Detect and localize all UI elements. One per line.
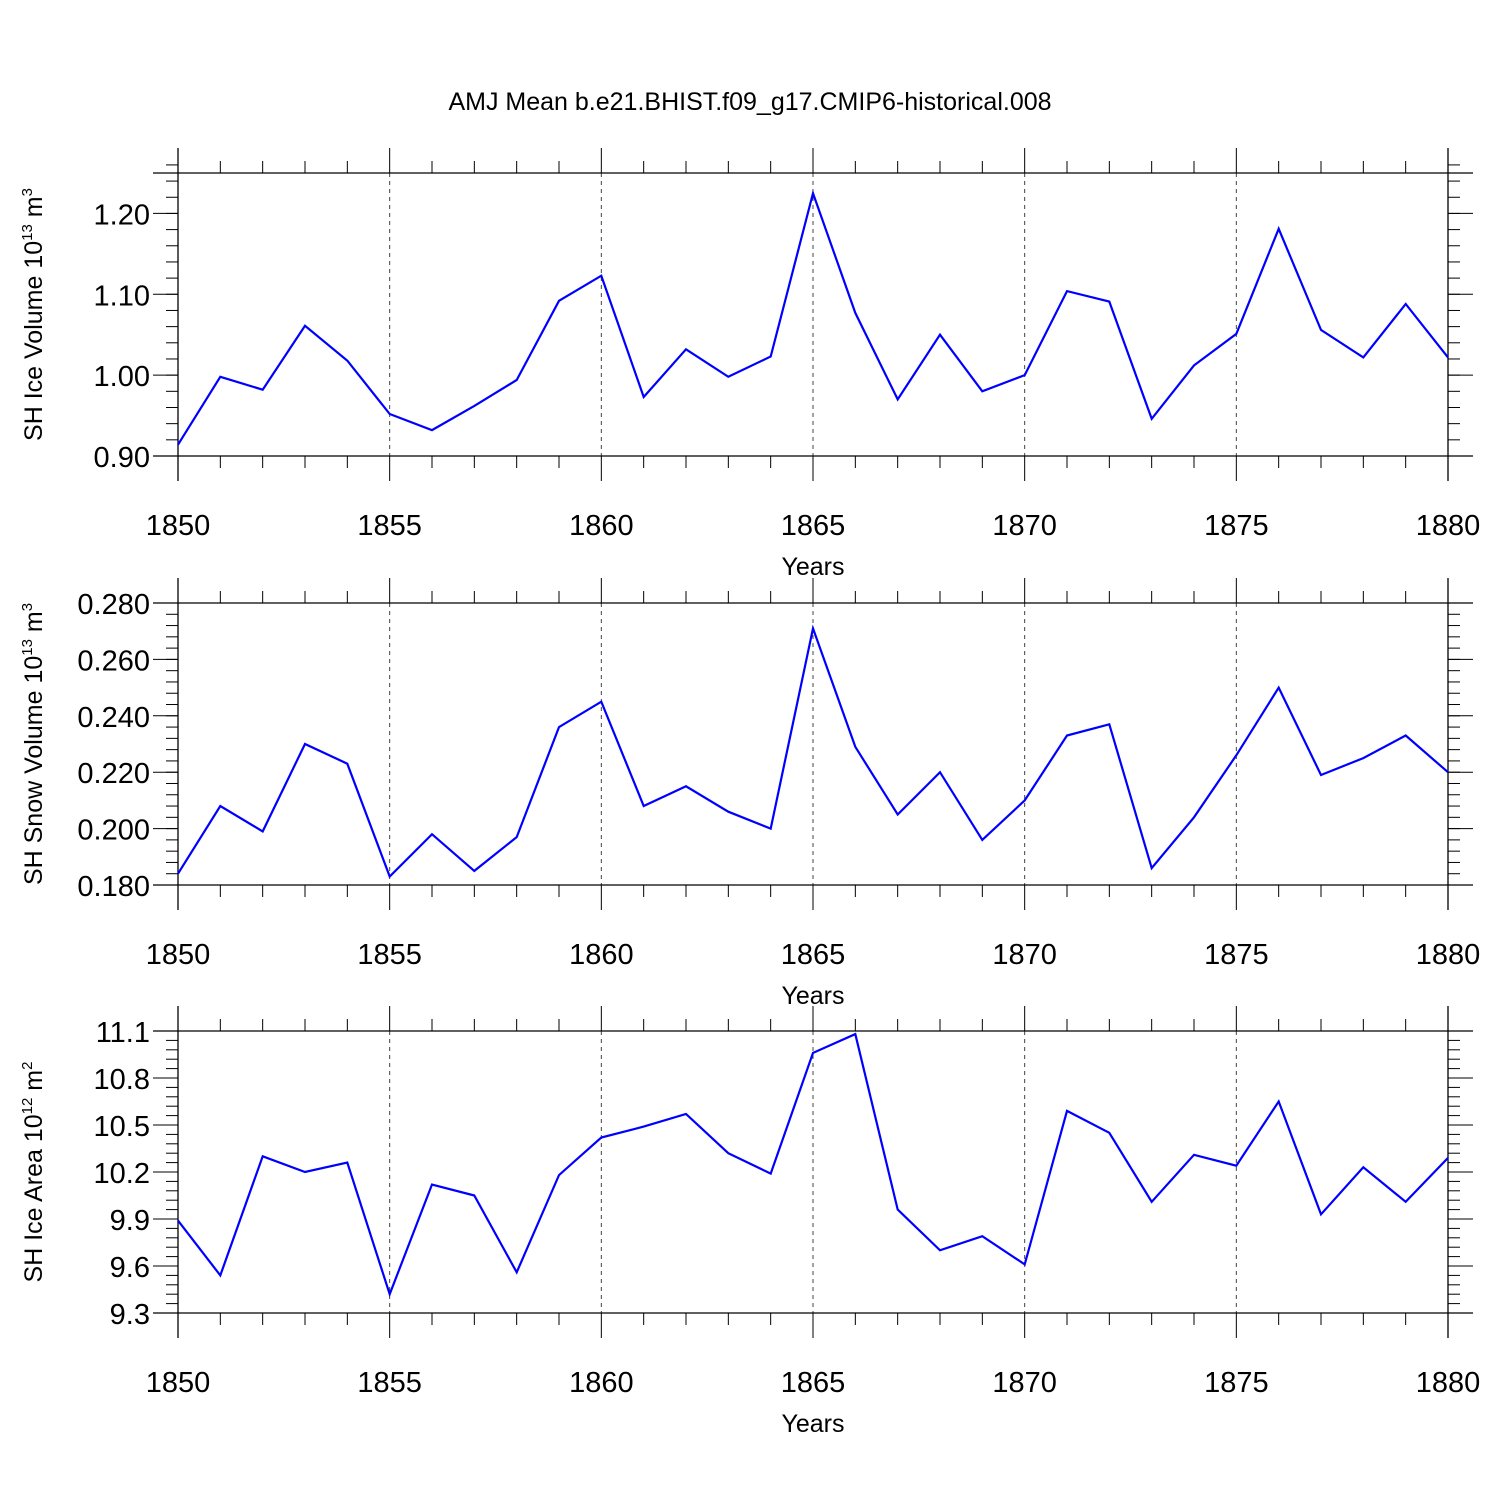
x-axis-title: Years bbox=[781, 1410, 844, 1438]
y-axis-title: SH Ice Volume 1013 m3 bbox=[19, 188, 48, 441]
x-tick-label: 1865 bbox=[781, 1367, 846, 1399]
y-tick-label: 0.90 bbox=[94, 442, 150, 474]
series-line bbox=[177, 1032, 1449, 1298]
x-tick-label: 1880 bbox=[1416, 1367, 1481, 1399]
y-tick-label: 1.20 bbox=[94, 199, 150, 231]
x-axis-title: Years bbox=[781, 553, 844, 581]
y-tick-label: 11.1 bbox=[96, 1017, 150, 1049]
x-tick-label: 1870 bbox=[992, 1367, 1057, 1399]
x-tick-label: 1850 bbox=[146, 510, 211, 542]
y-tick-label: 0.180 bbox=[77, 871, 150, 903]
panel-2: 1850 1855 1860 1865 1870 1875 1880 0.180 0.200 0.… bbox=[19, 578, 1480, 1010]
x-tick-label: 1855 bbox=[357, 510, 422, 542]
panel-3: 1850 1855 1860 1865 1870 1875 1880 9.3 9.6 9.9 10.… bbox=[19, 1006, 1480, 1438]
x-tick-label: 1860 bbox=[569, 1367, 634, 1399]
panels: 1850 1855 1860 1865 1870 1875 1880 0.90 1.00 1.10… bbox=[19, 148, 1480, 1438]
y-tick-label: 9.6 bbox=[110, 1252, 150, 1284]
y-tick-label: 0.260 bbox=[77, 645, 150, 677]
x-tick-label: 1855 bbox=[357, 1367, 422, 1399]
y-tick-label: 0.200 bbox=[77, 815, 150, 847]
x-tick-label: 1850 bbox=[146, 939, 211, 971]
y-axis-title: SH Ice Area 1012 m2 bbox=[19, 1062, 48, 1283]
x-tick-label: 1870 bbox=[992, 939, 1057, 971]
x-tick-label: 1870 bbox=[992, 510, 1057, 542]
x-tick-label: 1875 bbox=[1204, 939, 1269, 971]
x-tick-label: 1860 bbox=[569, 510, 634, 542]
y-tick-label: 1.10 bbox=[94, 280, 150, 312]
y-tick-label: 1.00 bbox=[94, 361, 150, 393]
x-tick-label: 1875 bbox=[1204, 1367, 1269, 1399]
x-tick-label: 1875 bbox=[1204, 510, 1269, 542]
x-tick-label: 1880 bbox=[1416, 510, 1481, 542]
y-tick-label: 0.280 bbox=[77, 589, 150, 621]
x-tick-label: 1855 bbox=[357, 939, 422, 971]
x-tick-label: 1865 bbox=[781, 939, 846, 971]
y-tick-label: 10.2 bbox=[94, 1158, 150, 1190]
y-tick-label: 0.220 bbox=[77, 758, 150, 790]
series-line bbox=[177, 189, 1449, 446]
panel-1: 1850 1855 1860 1865 1870 1875 1880 0.90 1.00 1.10… bbox=[19, 148, 1480, 581]
x-tick-label: 1865 bbox=[781, 510, 846, 542]
figure-title: AMJ Mean b.e21.BHIST.f09_g17.CMIP6-histo… bbox=[448, 88, 1051, 116]
x-tick-label: 1850 bbox=[146, 1367, 211, 1399]
y-tick-label: 9.3 bbox=[110, 1299, 150, 1331]
x-axis-title: Years bbox=[781, 982, 844, 1010]
x-tick-label: 1860 bbox=[569, 939, 634, 971]
series-line bbox=[177, 624, 1449, 879]
x-tick-label: 1880 bbox=[1416, 939, 1481, 971]
y-tick-label: 9.9 bbox=[110, 1205, 150, 1237]
y-tick-label: 10.5 bbox=[94, 1111, 150, 1143]
y-tick-label: 10.8 bbox=[94, 1064, 150, 1096]
y-tick-label: 0.240 bbox=[77, 702, 150, 734]
y-axis-title: SH Snow Volume 1013 m3 bbox=[19, 603, 48, 885]
